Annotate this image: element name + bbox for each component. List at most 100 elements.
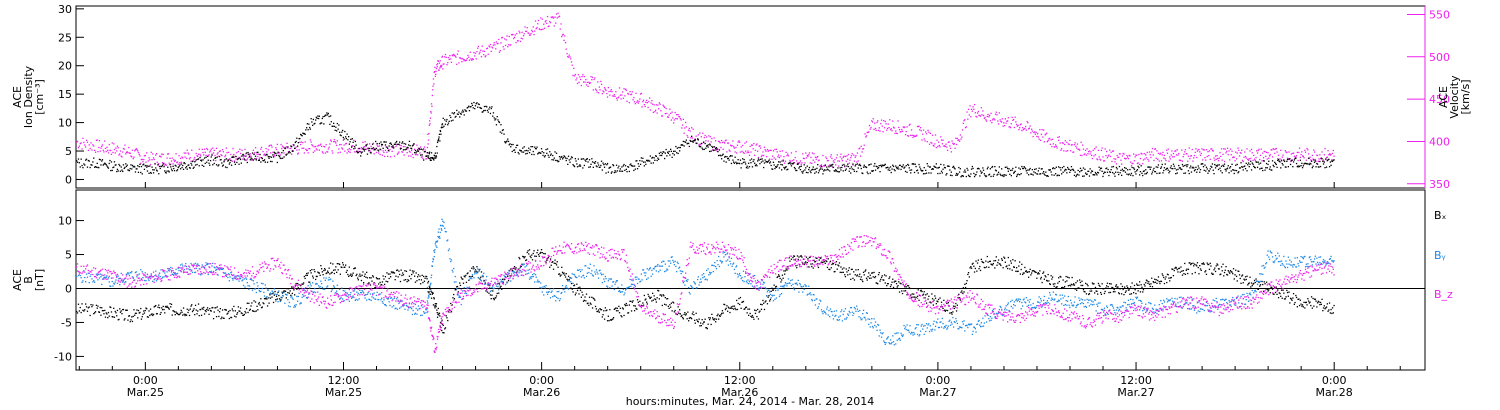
velocity-series-point <box>1281 156 1283 158</box>
bx-series-point <box>139 311 141 314</box>
velocity-series-point <box>454 55 456 57</box>
bx-series-point <box>1122 288 1124 291</box>
density-series-point <box>166 170 168 172</box>
density-series-point <box>429 159 432 161</box>
bx-series-point <box>609 309 611 311</box>
density-series-point <box>458 111 460 113</box>
bx-series-point <box>324 269 326 271</box>
bx-series-point <box>997 261 999 264</box>
bx-series-point <box>885 275 887 277</box>
velocity-series-point <box>971 110 973 112</box>
density-series-point <box>768 159 770 161</box>
bx-series-point <box>173 310 175 312</box>
bx-series-point <box>265 297 267 299</box>
density-series-point <box>228 163 230 165</box>
density-series-point <box>441 124 443 126</box>
bx-series-point <box>442 324 444 326</box>
velocity-series-point <box>503 48 505 50</box>
velocity-series-point <box>101 145 103 148</box>
bx-series-point <box>103 313 105 315</box>
bx-series-point <box>128 315 130 317</box>
velocity-series-point <box>1311 154 1313 157</box>
velocity-series-point <box>543 27 546 29</box>
density-series-point <box>902 164 904 166</box>
bx-series-point <box>787 266 789 268</box>
bx-series-point <box>200 308 202 311</box>
velocity-series-point <box>233 160 236 162</box>
velocity-series-point <box>757 156 760 159</box>
velocity-series-point <box>1047 140 1049 142</box>
density-series-point <box>410 147 412 149</box>
velocity-series-point <box>1167 148 1169 150</box>
density-series-point <box>1143 170 1145 172</box>
bx-series-point <box>504 278 506 281</box>
velocity-series-point <box>321 145 323 148</box>
velocity-series-point <box>344 150 346 152</box>
bx-series-point <box>1239 277 1241 280</box>
density-series-point <box>769 161 772 163</box>
density-series-point <box>185 167 187 169</box>
density-series-point <box>1217 164 1219 166</box>
bx-series-point <box>281 292 284 294</box>
bx-series-point <box>1172 268 1174 270</box>
density-series-point <box>197 158 199 161</box>
bx-series-point <box>802 262 804 264</box>
velocity-series-point <box>1275 147 1277 150</box>
density-series-point <box>1286 160 1288 162</box>
velocity-series-point <box>263 154 265 156</box>
bx-series-point <box>363 275 366 277</box>
velocity-series-point <box>707 140 709 142</box>
density-series-point <box>1109 171 1111 173</box>
velocity-series-point <box>641 106 643 108</box>
bx-series-point <box>891 281 893 283</box>
density-series-point <box>193 166 195 168</box>
velocity-series-point <box>814 156 817 158</box>
velocity-series-point <box>429 120 431 122</box>
velocity-series-point <box>826 157 828 160</box>
velocity-series-point <box>1119 153 1121 155</box>
bx-series-point <box>1151 286 1154 288</box>
density-series-point <box>615 164 618 166</box>
bx-series-point <box>836 268 838 270</box>
velocity-series-point <box>362 141 364 143</box>
density-series-point <box>1007 170 1009 172</box>
bx-series-point <box>1042 272 1044 274</box>
velocity-series-point <box>447 56 450 59</box>
bx-series-point <box>1214 267 1216 269</box>
bx-series-point <box>574 294 576 296</box>
density-series-point <box>611 171 613 173</box>
velocity-series-point <box>789 159 791 162</box>
velocity-series-point <box>196 155 198 157</box>
density-series-point <box>1167 169 1169 171</box>
bx-series-point <box>448 309 450 311</box>
velocity-series-point <box>343 144 345 146</box>
velocity-series-point <box>480 56 483 58</box>
velocity-series-point <box>411 153 414 155</box>
bx-series-point <box>351 274 353 276</box>
bx-series-point <box>764 301 766 303</box>
density-series-point <box>513 149 516 151</box>
bx-series-point <box>577 287 579 289</box>
velocity-series-point <box>108 143 110 146</box>
bx-series-point <box>866 279 868 281</box>
bx-series-point <box>1097 282 1100 285</box>
bx-series-point <box>722 312 724 314</box>
density-series-point <box>853 170 856 172</box>
velocity-series-point <box>1139 163 1141 165</box>
bx-series-point <box>1246 275 1248 277</box>
velocity-series-point <box>420 146 422 148</box>
velocity-series-point <box>775 148 778 150</box>
velocity-series-point <box>638 100 640 103</box>
bx-series-point <box>98 311 101 313</box>
density-series-point <box>694 139 696 142</box>
density-series-point <box>368 149 370 152</box>
velocity-series-point <box>758 145 760 147</box>
density-series-point <box>377 149 379 151</box>
bx-series-point <box>1038 273 1040 275</box>
velocity-series-point <box>997 120 999 122</box>
velocity-series-point <box>729 150 731 152</box>
density-series-point <box>664 152 666 154</box>
density-series-point <box>432 156 434 159</box>
bx-series-point <box>1221 270 1223 272</box>
velocity-series-point <box>1235 151 1237 153</box>
